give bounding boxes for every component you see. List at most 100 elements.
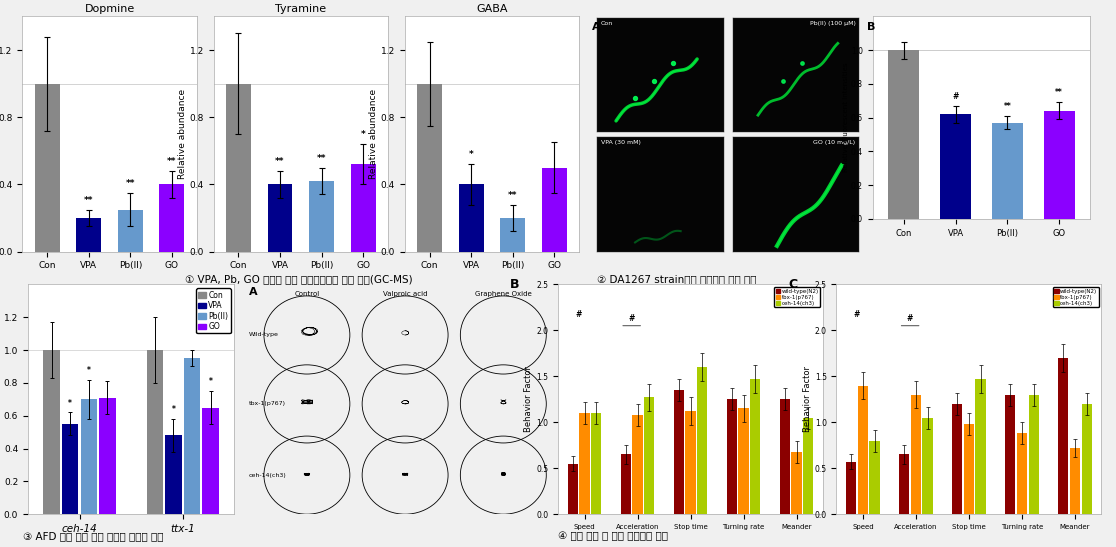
Text: *: * xyxy=(209,377,212,386)
Legend: wild-type(N2), tbx-1(p767), ceh-14(ch3): wild-type(N2), tbx-1(p767), ceh-14(ch3) xyxy=(775,287,820,307)
Text: **: ** xyxy=(1003,102,1011,111)
Bar xyxy=(76,218,102,252)
Text: GO (10 mg/L): GO (10 mg/L) xyxy=(814,140,856,145)
Bar xyxy=(1029,395,1039,514)
Bar xyxy=(44,350,60,514)
Text: Valproic acid: Valproic acid xyxy=(383,292,427,298)
Bar xyxy=(674,390,684,514)
Bar xyxy=(888,50,920,219)
Text: ② DA1267 strain에서 감각뉴런 형태 변화: ② DA1267 strain에서 감각뉴런 형태 변화 xyxy=(596,274,756,284)
Bar xyxy=(80,399,97,514)
Text: C: C xyxy=(789,277,798,290)
Bar xyxy=(1043,111,1075,219)
Y-axis label: Relative Fluorescent Intensities: Relative Fluorescent Intensities xyxy=(844,63,849,172)
Y-axis label: Behavior Factor: Behavior Factor xyxy=(802,366,811,432)
Bar xyxy=(633,415,643,514)
Bar xyxy=(869,441,879,514)
Bar xyxy=(35,84,60,252)
Point xyxy=(775,76,792,85)
Text: Con: Con xyxy=(600,21,613,26)
Bar xyxy=(165,435,182,514)
Text: **: ** xyxy=(1056,89,1064,97)
Bar xyxy=(923,418,933,514)
Bar xyxy=(644,398,654,514)
Bar xyxy=(1070,448,1080,514)
Text: tbx-1(p767): tbx-1(p767) xyxy=(249,401,286,406)
Bar xyxy=(500,218,526,252)
Text: ① VPA, Pb, GO 노출에 의한 신경전달물질 함량 감소(GC-MS): ① VPA, Pb, GO 노출에 의한 신경전달물질 함량 감소(GC-MS) xyxy=(185,274,412,284)
Point xyxy=(793,59,811,68)
Text: #: # xyxy=(907,314,913,323)
Legend: Con, VPA, Pb(II), GO: Con, VPA, Pb(II), GO xyxy=(196,288,231,334)
Bar xyxy=(225,84,251,252)
Title: Dopmine: Dopmine xyxy=(85,4,135,14)
Point xyxy=(645,76,663,85)
Text: #: # xyxy=(952,92,959,101)
Bar xyxy=(1017,433,1027,514)
Text: VPA (30 mM): VPA (30 mM) xyxy=(600,140,641,145)
Bar xyxy=(952,404,962,514)
Bar xyxy=(568,464,578,514)
Bar xyxy=(62,424,78,514)
Bar xyxy=(1006,395,1016,514)
Bar xyxy=(780,399,790,514)
Bar xyxy=(579,413,589,514)
Text: B: B xyxy=(510,277,520,290)
Text: ceh-14(ch3): ceh-14(ch3) xyxy=(249,473,287,478)
Bar xyxy=(459,184,483,252)
Bar xyxy=(620,455,631,514)
Text: **: ** xyxy=(126,179,135,188)
Text: *: * xyxy=(360,130,365,139)
Bar xyxy=(727,399,737,514)
Bar xyxy=(309,181,334,252)
Text: **: ** xyxy=(276,157,285,166)
Text: Pb(II) (100 μM): Pb(II) (100 μM) xyxy=(809,21,856,26)
Text: *: * xyxy=(68,399,73,408)
Bar xyxy=(899,455,910,514)
Bar xyxy=(739,409,749,514)
Text: *: * xyxy=(172,405,175,414)
Bar xyxy=(146,350,163,514)
Bar xyxy=(964,424,974,514)
Text: A: A xyxy=(591,22,600,32)
Text: **: ** xyxy=(317,154,326,162)
Bar xyxy=(791,452,801,514)
Bar xyxy=(1058,358,1068,514)
Text: A: A xyxy=(249,287,257,296)
Text: **: ** xyxy=(84,196,94,205)
Legend: wild-type(N2), tbx-1(p767), ceh-14(ch3): wild-type(N2), tbx-1(p767), ceh-14(ch3) xyxy=(1052,287,1099,307)
Bar xyxy=(202,408,219,514)
Text: Wild-type: Wild-type xyxy=(249,333,279,337)
Title: Tyramine: Tyramine xyxy=(276,4,326,14)
Bar xyxy=(542,167,567,252)
Text: **: ** xyxy=(508,190,518,200)
Text: ④ 행동 패턴 및 행동 파라미터 변화: ④ 행동 패턴 및 행동 파라미터 변화 xyxy=(558,531,668,541)
Point xyxy=(626,94,644,102)
Bar xyxy=(940,114,971,219)
Bar xyxy=(804,418,814,514)
Y-axis label: Relative abundance: Relative abundance xyxy=(177,89,186,179)
Text: ③ AFD 감각 뉴런 관련 유전자 발현량 변화: ③ AFD 감각 뉴런 관련 유전자 발현량 변화 xyxy=(22,531,163,541)
Bar xyxy=(591,413,602,514)
Point xyxy=(664,59,682,68)
Bar xyxy=(858,386,868,514)
Text: *: * xyxy=(87,366,90,375)
Y-axis label: Relative abundance: Relative abundance xyxy=(369,89,378,179)
Text: B: B xyxy=(867,22,876,32)
Bar xyxy=(417,84,442,252)
Bar xyxy=(685,411,695,514)
Bar xyxy=(992,123,1023,219)
Text: **: ** xyxy=(167,157,176,166)
Bar xyxy=(975,379,985,514)
Text: #: # xyxy=(854,310,860,318)
Bar xyxy=(698,367,708,514)
Text: #: # xyxy=(628,314,635,323)
Bar xyxy=(160,184,184,252)
Bar xyxy=(268,184,292,252)
Bar xyxy=(846,462,856,514)
Bar xyxy=(350,164,375,252)
Text: Graphene Oxide: Graphene Oxide xyxy=(475,292,531,298)
Bar xyxy=(750,379,760,514)
Bar xyxy=(99,398,116,514)
Y-axis label: Behavior Factor: Behavior Factor xyxy=(525,366,533,432)
